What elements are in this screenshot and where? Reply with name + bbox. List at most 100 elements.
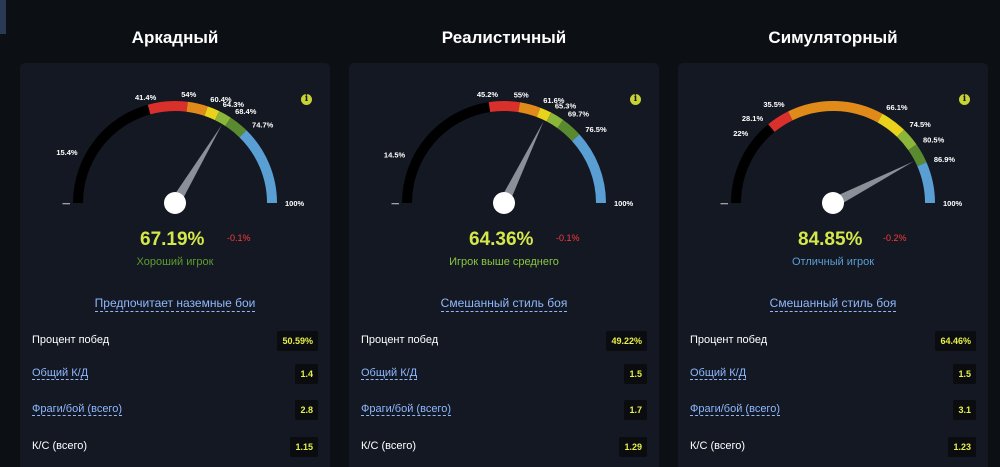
stat-row-kd: Общий К/Д 1.5 bbox=[690, 364, 976, 384]
gauge-tick-label: 74.7% bbox=[252, 120, 274, 129]
gauge-svg: — 14.5% 45.2% 55% 61.6%65.3%69.7% 76.5% 100% bbox=[384, 90, 634, 214]
gauge-tick-label: 100% bbox=[943, 199, 963, 208]
column-title: Аркадный bbox=[131, 28, 219, 47]
stat-label-link[interactable]: Фраги/бой (всего) bbox=[690, 403, 780, 416]
stat-label-link[interactable]: Фраги/бой (всего) bbox=[32, 403, 122, 416]
gauge-tick-label: 100% bbox=[285, 199, 305, 208]
stat-label: К/С (всего) bbox=[690, 440, 746, 452]
rank-label: Отличный игрок bbox=[791, 256, 875, 268]
gauge-tick-label: 66.1% bbox=[886, 103, 908, 112]
gauge-tick-label: 80.5% bbox=[923, 136, 945, 145]
stat-label-link[interactable]: Общий К/Д bbox=[690, 367, 747, 380]
gauge-segment bbox=[536, 107, 552, 122]
playstyle-link[interactable]: Предпочитает наземные бои bbox=[20, 296, 330, 312]
rank-label: Игрок выше среднего bbox=[449, 256, 559, 268]
stat-value: 3.1 bbox=[953, 400, 976, 420]
gauge-zero-marker: — bbox=[392, 199, 400, 208]
stat-label-link[interactable]: Фраги/бой (всего) bbox=[361, 403, 451, 416]
stat-value: 1.23 bbox=[948, 437, 976, 457]
gauge-tick-label: 45.2% bbox=[477, 90, 499, 99]
playstyle-link[interactable]: Смешанный стиль боя bbox=[349, 296, 659, 312]
gauge-tick-label: 28.1% bbox=[742, 114, 764, 123]
stat-value: 1.15 bbox=[290, 437, 318, 457]
stats-card: i — 14.5% 45.2% 55% 61.6% 65.3% 69.7% 76.5% 100%… bbox=[349, 63, 659, 467]
gauge-tick-label: 74.5% bbox=[910, 120, 932, 129]
gauge-tick-label: 61.6% bbox=[543, 96, 565, 105]
info-icon[interactable]: i bbox=[959, 94, 970, 105]
stat-label: К/С (всего) bbox=[361, 440, 417, 452]
gauge-tick-label: 41.4% bbox=[135, 93, 157, 102]
stat-label: Процент побед bbox=[361, 334, 439, 346]
corner-tab bbox=[0, 0, 6, 34]
score-value: 67.19% bbox=[140, 229, 205, 250]
gauge-hub bbox=[164, 192, 186, 214]
gauge-segment bbox=[204, 106, 220, 121]
score-value: 84.85% bbox=[798, 229, 863, 250]
gauge-tick-label: 60.4% bbox=[210, 95, 232, 104]
gauge-segment bbox=[731, 124, 775, 204]
score-delta: -0.1% bbox=[227, 233, 251, 243]
gauge-segment bbox=[571, 134, 606, 204]
gauge-segment bbox=[877, 113, 904, 138]
gauge-needle bbox=[170, 124, 222, 206]
gauge-tick-label: 65.3% bbox=[555, 101, 577, 110]
playstyle-label[interactable]: Предпочитает наземные бои bbox=[94, 296, 256, 312]
gauge-tick-label: 100% bbox=[614, 199, 634, 208]
gauge-zero-marker: — bbox=[721, 199, 729, 208]
gauge-segment bbox=[147, 101, 188, 115]
gauge-tick-label: 69.7% bbox=[568, 109, 590, 118]
column-realistic: Реалистичный i —14.5% 45.2% 55% 61.6% 65.3% 6… bbox=[349, 0, 659, 467]
gauge: — 15.4% 41.4% 54% 60.4% 64.3% 68.4% 74.7% 100% bbox=[20, 63, 330, 223]
column-title: Симуляторный bbox=[768, 28, 898, 47]
gauge-svg: — 15.4% 41.4% 54% 60.4%64.3%68.4% 74.7% 100% bbox=[56, 90, 305, 214]
stat-label-link[interactable]: Общий К/Д bbox=[32, 367, 89, 380]
gauge-tick-label: 64.3% bbox=[223, 100, 245, 109]
stat-row-frags: Фраги/бой (всего) 1.7 bbox=[361, 400, 647, 420]
score-value: 64.36% bbox=[469, 229, 534, 250]
playstyle-label[interactable]: Смешанный стиль боя bbox=[769, 296, 897, 312]
stat-value: 1.4 bbox=[295, 364, 318, 384]
stat-value: 2.8 bbox=[295, 400, 318, 420]
gauge-tick-label: 14.5% bbox=[384, 151, 406, 160]
info-icon[interactable]: i bbox=[301, 94, 312, 105]
playstyle-link[interactable]: Смешанный стиль боя bbox=[678, 296, 988, 312]
gauge-segment bbox=[908, 144, 927, 167]
gauge-segment bbox=[239, 130, 277, 204]
stat-label-link[interactable]: Общий К/Д bbox=[361, 367, 418, 380]
gauge-segment bbox=[896, 129, 917, 151]
gauge-segment bbox=[546, 112, 564, 129]
gauge-segment bbox=[557, 119, 580, 142]
gauge-segment bbox=[73, 104, 151, 204]
stat-label: Процент побед bbox=[690, 334, 768, 346]
stat-row-winrate: Процент побед 49.22% bbox=[361, 331, 647, 351]
gauge-tick-label: 86.9% bbox=[934, 155, 956, 164]
stats-card: i — 15.4% 41.4% 54% 60.4% 64.3% 68.4% 74.7% 100%… bbox=[20, 63, 330, 467]
stat-row-frags: Фраги/бой (всего) 3.1 bbox=[690, 400, 976, 420]
info-icon[interactable]: i bbox=[630, 94, 641, 105]
stat-row-frags: Фраги/бой (всего) 2.8 bbox=[32, 400, 318, 420]
stat-row-ks: К/С (всего) 1.29 bbox=[361, 437, 647, 457]
playstyle-label[interactable]: Смешанный стиль боя bbox=[440, 296, 568, 312]
gauge-hub bbox=[822, 192, 844, 214]
stat-value: 49.22% bbox=[606, 331, 647, 351]
gauge-segment bbox=[768, 111, 793, 133]
stat-value: 1.5 bbox=[953, 364, 976, 384]
gauge-segment bbox=[488, 101, 520, 113]
gauge-segment bbox=[186, 101, 208, 116]
gauge-segment bbox=[402, 102, 491, 204]
gauge-segment bbox=[917, 162, 935, 204]
stat-value: 1.7 bbox=[624, 400, 647, 420]
gauge-segment bbox=[788, 101, 883, 123]
stat-row-winrate: Процент побед 64.46% bbox=[690, 331, 976, 351]
stat-label: К/С (всего) bbox=[32, 440, 88, 452]
stat-row-ks: К/С (всего) 1.15 bbox=[32, 437, 318, 457]
column-arcade: Аркадный i — 15.4% 41.4% 54% 60.4% 64.3% 68.4%… bbox=[20, 0, 330, 467]
stat-value: 50.59% bbox=[277, 331, 318, 351]
gauge-segment bbox=[225, 117, 247, 138]
stat-label: Процент побед bbox=[32, 334, 110, 346]
gauge-needle bbox=[830, 161, 914, 208]
rank-label: Хороший игрок bbox=[136, 256, 214, 268]
gauge-tick-label: 22% bbox=[733, 129, 748, 138]
stat-value: 1.5 bbox=[624, 364, 647, 384]
